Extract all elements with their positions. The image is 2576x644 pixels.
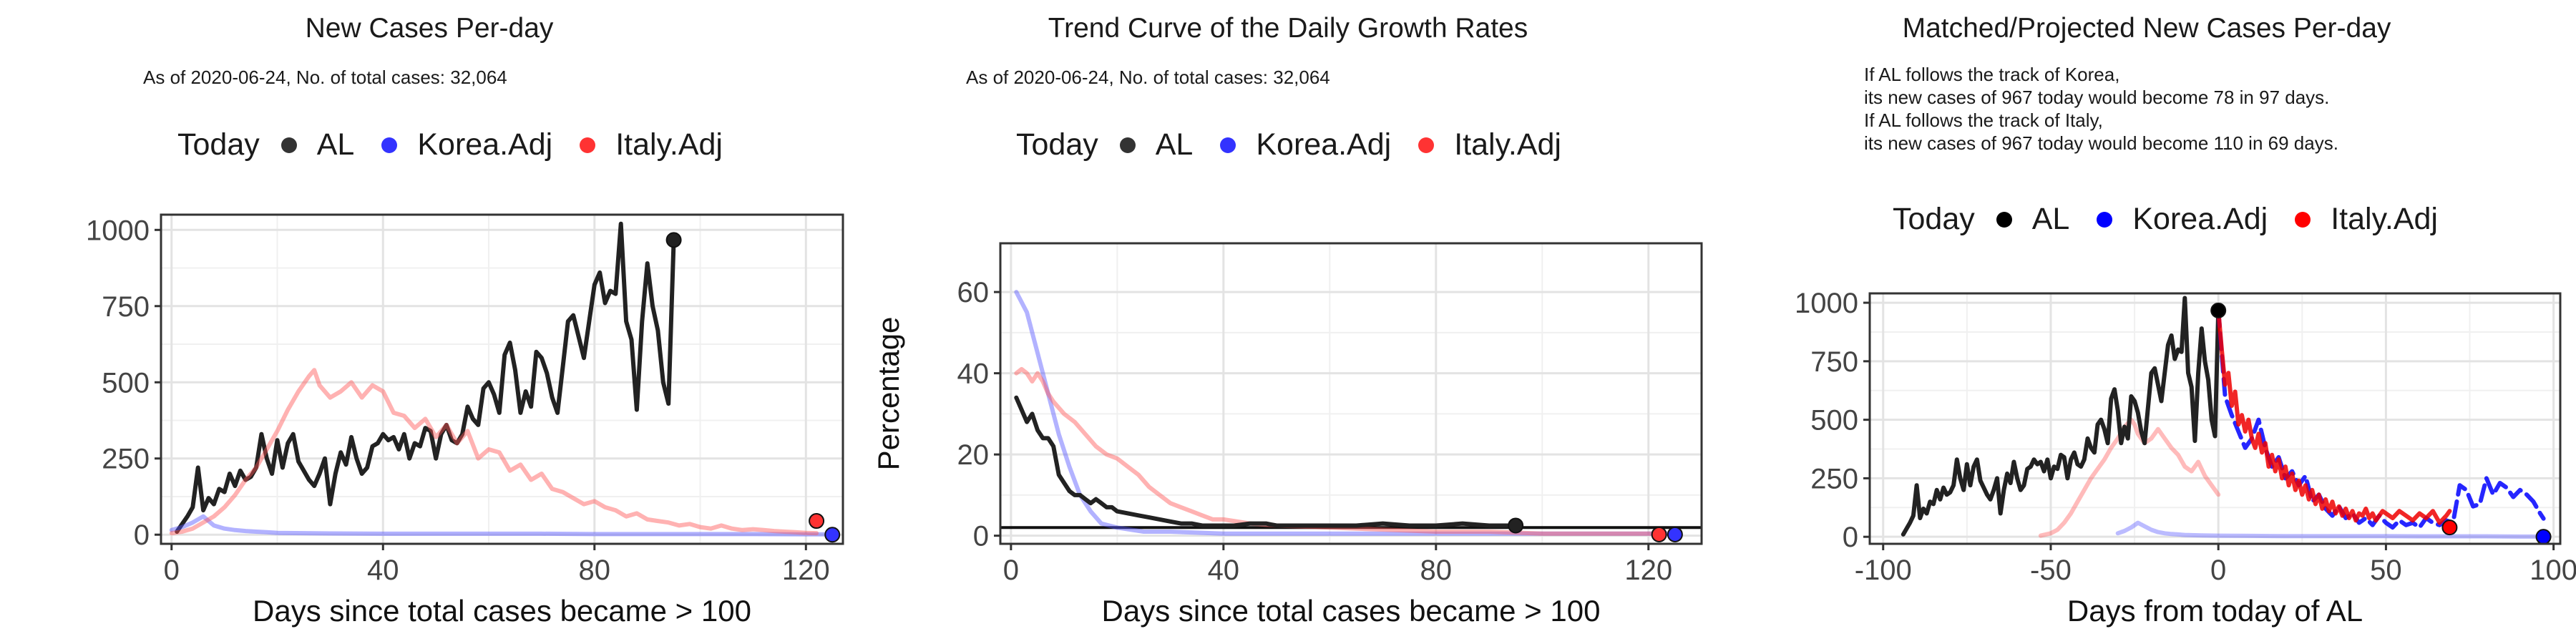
today-point	[2537, 530, 2551, 544]
x-tick-label: 0	[2210, 555, 2226, 586]
x-tick-label: 0	[1003, 555, 1019, 586]
panel-new-cases: New Cases Per-day As of 2020-06-24, No. …	[0, 0, 859, 644]
panel-projected-cases: Matched/Projected New Cases Per-day If A…	[1717, 0, 2576, 644]
y-tick-label: 750	[102, 291, 150, 323]
y-tick-label: 0	[1843, 522, 1858, 553]
y-tick-label: 40	[957, 358, 990, 390]
series-line-al	[1903, 298, 2218, 535]
x-axis-label: Days from today of AL	[2067, 594, 2363, 628]
x-tick-label: 120	[1624, 555, 1672, 586]
y-tick-label: 750	[1810, 346, 1858, 378]
today-point	[1668, 527, 1682, 542]
chart-plot-area: 0 40 80 120 0 250 500 750 1000 Days since total c…	[0, 0, 859, 644]
y-tick-label: 1000	[1795, 288, 1858, 319]
x-tick-label: 40	[1208, 555, 1240, 586]
x-axis-label: Days since total cases became > 100	[253, 594, 751, 628]
today-point	[1508, 518, 1523, 532]
series-line-italy-adj	[2218, 311, 2449, 523]
y-tick-label: 500	[1810, 405, 1858, 436]
today-point	[2211, 303, 2225, 318]
y-tick-label: 1000	[86, 215, 150, 246]
series-line-al	[1016, 398, 1516, 526]
x-tick-label: 80	[1420, 555, 1453, 586]
y-tick-label: 60	[957, 277, 990, 308]
today-point	[825, 527, 839, 542]
x-tick-label: 80	[579, 555, 611, 586]
y-axis-label: Percentage	[872, 317, 905, 471]
today-point	[667, 233, 681, 247]
y-tick-label: 20	[957, 439, 990, 471]
series-line-al	[177, 224, 673, 532]
today-point	[809, 514, 824, 528]
x-tick-label: 40	[367, 555, 399, 586]
panel-growth-rates: Trend Curve of the Daily Growth Rates As…	[859, 0, 1717, 644]
today-point	[1652, 527, 1667, 542]
x-tick-label: 50	[2370, 555, 2402, 586]
x-tick-label: -100	[1855, 555, 1912, 586]
y-tick-label: 0	[134, 519, 150, 551]
plot-border	[1000, 243, 1702, 544]
y-tick-label: 250	[102, 444, 150, 475]
y-tick-label: 500	[102, 367, 150, 399]
series-line-korea-adj	[172, 517, 827, 535]
chart-plot-area: 0 40 80 120 0 20 40 60 Days since total cases be…	[859, 0, 1717, 644]
y-tick-label: 250	[1810, 463, 1858, 494]
x-tick-label: 100	[2529, 555, 2576, 586]
x-tick-label: -50	[2030, 555, 2072, 586]
y-tick-label: 0	[973, 521, 989, 552]
series-line-korea-adj	[1016, 292, 1675, 534]
x-tick-label: 0	[164, 555, 180, 586]
x-tick-label: 120	[782, 555, 830, 586]
x-axis-label: Days since total cases became > 100	[1102, 594, 1601, 628]
today-point	[2442, 520, 2457, 535]
series-line-korea-adj	[2118, 523, 2547, 537]
